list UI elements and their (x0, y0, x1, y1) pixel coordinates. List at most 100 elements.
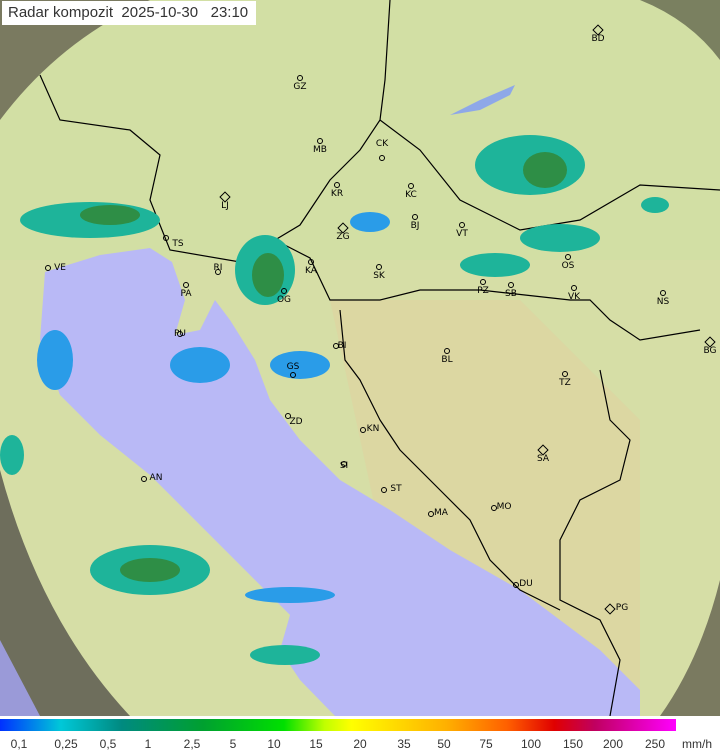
station-marker (333, 343, 339, 349)
station-marker (491, 505, 497, 511)
rain-cell (245, 587, 335, 603)
rain-cell (523, 152, 567, 188)
radar-map[interactable] (0, 0, 720, 716)
legend-tick-label: 50 (437, 737, 451, 751)
station-label: PG (615, 603, 629, 613)
station-marker (412, 214, 418, 220)
station-label: KA (305, 266, 317, 276)
outside-radar-top-left (0, 0, 150, 120)
station-marker (508, 282, 514, 288)
station-label: DU (519, 579, 533, 589)
legend-tick-label: 75 (479, 737, 493, 751)
rain-cell (250, 645, 320, 665)
station-label: PZ (477, 286, 489, 296)
station-label: OG (276, 295, 292, 305)
legend-unit: mm/h (682, 737, 712, 751)
station-marker (281, 288, 287, 294)
legend-tick-label: 2,5 (183, 737, 201, 751)
station-marker (565, 254, 571, 260)
station-label: BL (441, 355, 453, 365)
station-label: TS (172, 239, 184, 249)
station-marker (163, 235, 169, 241)
legend-tick-label: 1 (144, 737, 152, 751)
station-label: SK (373, 271, 385, 281)
station-label: ZG (336, 232, 350, 242)
legend-tick-label: 200 (602, 737, 624, 751)
station-label: CK (375, 139, 389, 149)
station-label: BG (703, 346, 717, 356)
legend-tick-label: 150 (562, 737, 584, 751)
station-label: NS (656, 297, 670, 307)
station-label: OS (561, 261, 575, 271)
outside-radar-bottom-right (660, 580, 720, 716)
rain-cell (350, 212, 390, 232)
station-label: AN (149, 473, 163, 483)
station-marker (177, 331, 183, 337)
station-label: LJ (221, 201, 229, 211)
station-marker (480, 279, 486, 285)
station-marker (183, 282, 189, 288)
station-marker (444, 348, 450, 354)
rain-cell (37, 330, 73, 390)
legend-tick-label: 0,1 (10, 737, 28, 751)
station-marker (360, 427, 366, 433)
station-label: PA (180, 289, 192, 299)
station-label: VE (54, 263, 66, 273)
station-label: VT (456, 229, 468, 239)
legend-tick-label: 0,5 (99, 737, 117, 751)
station-label: KC (405, 190, 417, 200)
station-label: MO (496, 502, 512, 512)
station-marker (215, 269, 221, 275)
rain-cell (252, 253, 284, 297)
station-marker (45, 265, 51, 271)
rain-cell (80, 205, 140, 225)
station-label: KN (366, 424, 380, 434)
station-label: TZ (559, 378, 571, 388)
lake-balaton (450, 85, 515, 115)
station-label: PU (173, 329, 187, 339)
legend-tick-label: 10 (267, 737, 281, 751)
station-marker (141, 476, 147, 482)
station-marker (297, 75, 303, 81)
station-marker (317, 138, 323, 144)
legend-tick-label: 15 (309, 737, 323, 751)
station-label: VK (567, 292, 581, 302)
station-label: BD (591, 34, 605, 44)
station-marker (379, 155, 385, 161)
station-marker (459, 222, 465, 228)
station-marker (381, 487, 387, 493)
station-marker (408, 183, 414, 189)
legend-tick-label: 35 (397, 737, 411, 751)
station-label: SA (536, 454, 550, 464)
legend-tick-label: 0,25 (54, 737, 78, 751)
outside-radar-bottom-left (0, 470, 130, 716)
station-marker (513, 582, 519, 588)
legend-tick-label: 100 (520, 737, 542, 751)
station-marker (285, 413, 291, 419)
station-label: ZD (289, 417, 303, 427)
rain-cell (520, 224, 600, 252)
rain-cell (460, 253, 530, 277)
station-label: GZ (293, 82, 307, 92)
station-label: GS (286, 362, 300, 372)
station-marker (376, 264, 382, 270)
rain-cell (270, 351, 330, 379)
station-marker (571, 285, 577, 291)
station-marker (660, 290, 666, 296)
station-label: SI (339, 461, 349, 471)
legend-tick-label: 20 (353, 737, 367, 751)
station-label: MB (313, 145, 327, 155)
station-label: SB (505, 289, 517, 299)
rain-cell (0, 435, 24, 475)
radar-echoes (0, 135, 669, 665)
station-label: RI (213, 263, 223, 273)
tyrrhenian-sea (0, 640, 40, 716)
station-marker (334, 182, 340, 188)
station-label: ST (390, 484, 402, 494)
station-label: MA (434, 508, 448, 518)
legend: 0,1 0,25 0,5 1 2,5 5 10 15 20 35 50 75 100 150 200 250 … (0, 716, 720, 751)
rain-cell (641, 197, 669, 213)
station-marker (341, 461, 347, 467)
station-label: KR (330, 189, 344, 199)
station-marker (562, 371, 568, 377)
